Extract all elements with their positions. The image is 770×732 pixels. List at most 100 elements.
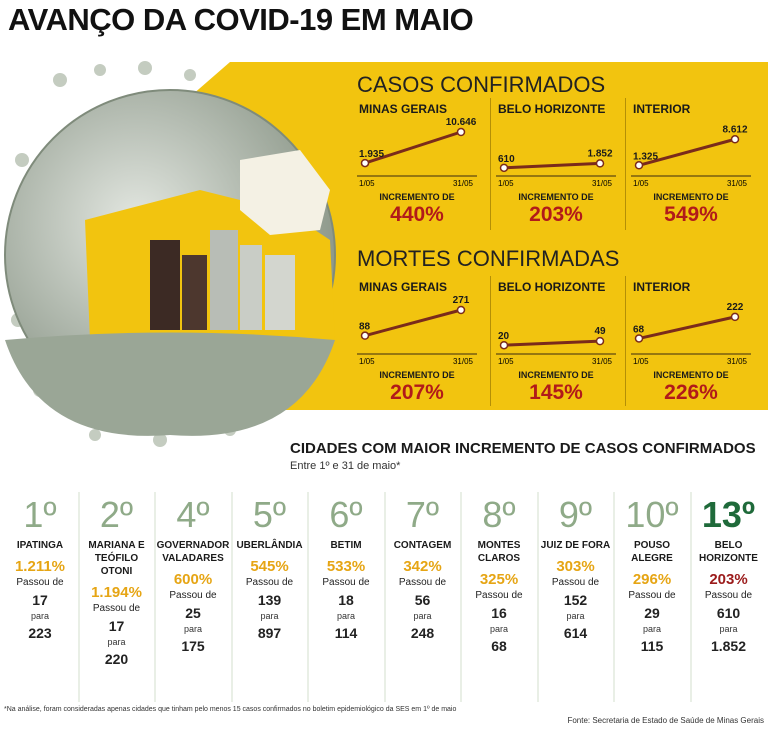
- x-tick-label: 1/05: [633, 357, 649, 366]
- city-increment: 600%: [173, 571, 213, 588]
- city-name: GOVERNADOR VALADARES: [156, 540, 230, 564]
- column-divider: [154, 492, 156, 702]
- city-from-value: 25: [185, 605, 201, 621]
- divider: [490, 276, 491, 406]
- minas-map-icon: [240, 150, 330, 235]
- column-divider: [613, 492, 615, 702]
- city-rank: 10º: [625, 494, 679, 535]
- city-rank: 4º: [176, 494, 210, 535]
- column-divider: [383, 492, 386, 702]
- mini-chart-svg: 610 1.852 1/05 31/05: [496, 148, 616, 188]
- divider: [490, 98, 491, 230]
- city-rank: 7º: [405, 494, 440, 535]
- increment-label: INCREMENTO DE: [653, 192, 729, 202]
- mini-chart: MINAS GERAIS 88 271 1/05 31/05 INCREMENTO DE 2…: [357, 278, 487, 408]
- city-column: 13º BELO HORIZONTE 203% Passou de 610 para 1.8…: [691, 494, 767, 655]
- series-line: [638, 315, 736, 340]
- yellow-panel: [300, 62, 768, 410]
- city-to-value: 1.852: [710, 638, 747, 654]
- city-increment: 296%: [632, 571, 672, 588]
- city-column: 5º UBERLÂNDIA 545% Passou de 139 para 897: [232, 494, 308, 642]
- data-point: [499, 340, 509, 350]
- data-label: 1.325: [633, 151, 658, 162]
- increment-value: 440%: [390, 203, 444, 226]
- column-divider: [460, 492, 462, 702]
- passou-de-label: Passou de: [475, 590, 523, 601]
- city-from-value: 17: [108, 618, 125, 634]
- city-increment: 533%: [326, 558, 366, 575]
- cases-section-title: CASOS CONFIRMADOS: [357, 72, 606, 97]
- para-label: para: [489, 624, 508, 634]
- x-tick-label: 31/05: [592, 357, 613, 366]
- data-point: [595, 159, 605, 168]
- x-tick-label: 31/05: [592, 179, 613, 188]
- passou-de-label: Passou de: [92, 603, 141, 614]
- x-tick-label: 1/05: [498, 357, 514, 366]
- city-name: BETIM: [330, 540, 362, 551]
- series-line: [364, 130, 462, 165]
- city-to-value: 614: [563, 625, 588, 641]
- data-label: 1.852: [587, 148, 612, 159]
- region-label: INTERIOR: [633, 102, 691, 116]
- footnote: *Na análise, foram consideradas apenas c…: [4, 706, 457, 713]
- region-label: MINAS GERAIS: [359, 280, 448, 294]
- series-line: [503, 339, 601, 347]
- city-to-value: 220: [104, 651, 129, 667]
- city-increment: 545%: [250, 558, 289, 575]
- city-from-value: 16: [491, 605, 507, 621]
- city-column: 6º BETIM 533% Passou de 18 para 114: [308, 495, 384, 642]
- city-increment: 203%: [709, 571, 748, 588]
- para-label: para: [260, 611, 279, 621]
- increment-value: 145%: [529, 381, 583, 404]
- city-name: BELO HORIZONTE: [699, 540, 758, 564]
- data-point: [730, 135, 740, 144]
- data-point: [360, 331, 370, 340]
- city-rank: 13º: [701, 494, 756, 535]
- city-from-value: 152: [563, 592, 588, 608]
- data-label: 20: [498, 331, 510, 342]
- x-tick-label: 1/05: [498, 179, 514, 188]
- passou-de-label: Passou de: [16, 577, 64, 588]
- data-label: 1.935: [359, 149, 384, 160]
- x-tick-label: 1/05: [359, 357, 375, 366]
- mini-chart-svg: 88 271 1/05 31/05: [357, 295, 477, 366]
- source: Fonte: Secretaria de Estado de Saúde de …: [567, 716, 764, 725]
- mini-chart: BELO HORIZONTE 610 1.852 1/05 31/05 INCREMENT…: [496, 100, 626, 230]
- column-divider: [77, 492, 80, 702]
- data-point: [360, 158, 370, 168]
- x-tick-label: 31/05: [453, 179, 474, 188]
- mini-chart: BELO HORIZONTE 20 49 1/05 31/05 INCREMENTO DE…: [496, 278, 626, 408]
- para-label: para: [30, 611, 49, 621]
- city-rank: 5º: [252, 494, 287, 535]
- passou-de-label: Passou de: [322, 577, 370, 588]
- x-tick-label: 31/05: [727, 179, 748, 188]
- data-label: 49: [594, 326, 606, 337]
- data-point: [634, 334, 644, 343]
- city-column: 2º MARIANA E TEÓFILO OTONI 1.194% Passou de…: [79, 494, 155, 668]
- x-tick-label: 31/05: [453, 357, 474, 366]
- region-label: BELO HORIZONTE: [498, 102, 606, 116]
- cities-title: CIDADES COM MAIOR INCREMENTO DE CASOS CO…: [290, 440, 756, 457]
- city-rank: 2º: [99, 494, 134, 535]
- series-line: [364, 308, 462, 338]
- cities-subtitle: Entre 1º e 31 de maio*: [290, 460, 401, 472]
- passou-de-label: Passou de: [169, 590, 217, 601]
- city-name: JUIZ DE FORA: [540, 540, 611, 551]
- city-to-value: 223: [28, 625, 52, 641]
- mini-chart-svg: 68 222 1/05 31/05: [631, 302, 751, 366]
- city-increment: 325%: [479, 571, 519, 588]
- increment-label: INCREMENTO DE: [518, 192, 594, 202]
- city-rank: 9º: [558, 494, 593, 535]
- mini-chart-svg: 20 49 1/05 31/05: [496, 326, 616, 366]
- column-divider: [230, 492, 233, 702]
- column-divider: [536, 492, 539, 702]
- data-label: 8.612: [722, 124, 747, 135]
- increment-label: INCREMENTO DE: [379, 192, 455, 202]
- city-to-value: 175: [181, 638, 205, 654]
- increment-label: INCREMENTO DE: [379, 370, 455, 380]
- data-label: 610: [498, 154, 515, 165]
- data-label: 222: [727, 302, 744, 313]
- mini-chart-svg: 1.325 8.612 1/05 31/05: [631, 124, 751, 188]
- x-tick-label: 1/05: [359, 179, 375, 188]
- city-from-value: 17: [32, 592, 48, 608]
